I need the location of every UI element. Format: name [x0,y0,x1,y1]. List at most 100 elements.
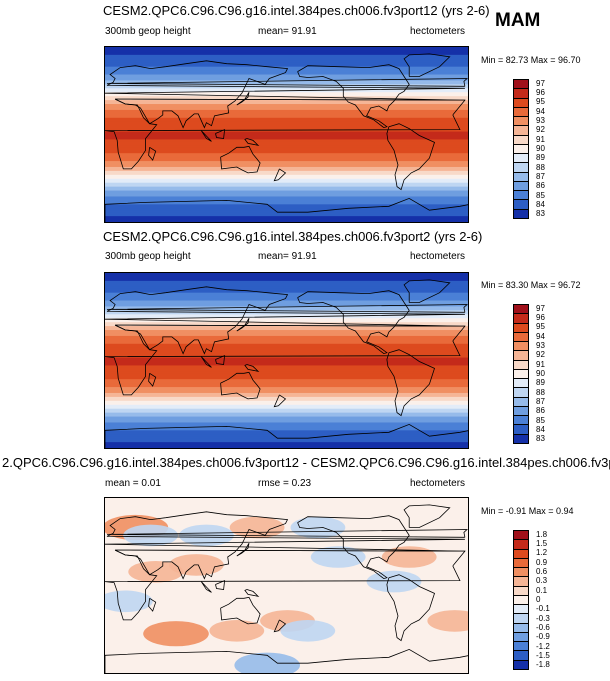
panel1-colorbar-swatch-9 [514,163,528,173]
panel2-band-60 [105,391,468,394]
panel2-band-33 [105,337,468,341]
panel1-band-22 [105,90,468,93]
panel2-band-21 [105,314,468,317]
panel1-colorbar-tick-12: 85 [536,190,545,200]
panel3-anomaly-10 [143,621,209,647]
panel1-band-52 [105,149,468,152]
panel3-coastline-9 [200,581,212,593]
panel2-band-62 [105,394,468,398]
panel1-colorbar-swatch-12 [514,191,528,201]
panel1-coastline-1 [105,98,466,170]
panel3-colorbar-tick-2: 1.2 [536,548,548,558]
panel2-coastline-12 [148,372,157,387]
panel1-colorbar-tick-11: 86 [536,181,545,191]
panel1-coastline-11 [106,78,468,87]
panel1-band-42 [105,129,468,133]
panel2-band-22 [105,316,468,319]
panel1-colorbar-swatch-14 [514,209,528,218]
panel3-coastline-7 [244,589,260,597]
panel3-coastline-2 [297,515,410,580]
panel2-band-19 [105,310,468,313]
panel1-colorbar-tick-0: 97 [536,78,545,88]
panel3-colorbar-tick-9: -0.3 [536,613,550,623]
panel2-colorbar-swatch-13 [514,425,528,435]
panel3-anomaly-13 [427,610,468,632]
panel3-anomaly-3 [229,516,285,539]
panel2-band-5 [105,282,468,286]
panel3-coastline-1 [105,549,466,621]
panel2-band-40 [105,351,468,355]
panel1-band-1 [105,48,468,52]
panel1-band-34 [105,113,468,117]
panel2-band-63 [105,396,468,400]
panel2-band-87 [105,444,468,447]
panel2-band-74 [105,418,468,422]
panel1-colorbar-swatch-8 [514,154,528,164]
panel3-colorbar-swatch-2 [514,549,528,559]
panel3-map [104,497,469,674]
panel1-band-82 [105,208,468,211]
panel2-colorbar-tick-2: 95 [536,322,545,332]
panel1-colorbar-swatch-11 [514,181,528,192]
panel2-band-8 [105,288,468,292]
panel1-band-51 [105,147,468,150]
panel3-colorbar-swatch-5 [514,577,528,587]
panel1-band-3 [105,52,468,56]
panel3-rmse-label: rmse = 0.23 [258,478,312,489]
panel1-band-58 [105,161,468,164]
panel1-band-44 [105,133,468,137]
panel3-colorbar-tick-13: -1.5 [536,651,550,660]
panel2-colorbar-tick-13: 84 [536,425,545,434]
panel2-colorbar-swatch-7 [514,369,528,380]
panel1-band-9 [105,64,468,68]
panel2-colorbar-tick-12: 85 [536,415,545,425]
panel1-band-8 [105,62,468,66]
panel1-band-36 [105,117,468,121]
panel2-band-20 [105,312,468,315]
panel2-band-70 [105,410,468,414]
panel2-coastline-0 [105,286,465,355]
panel1-band-48 [105,141,468,144]
panel2-band-41 [105,353,468,357]
panel1-band-61 [105,166,468,170]
panel3-minmax: Min = -0.91 Max = 0.94 [481,506,574,516]
panel3-colorbar-swatch-13 [514,651,528,661]
panel1-band-55 [105,155,468,158]
panel1-band-68 [105,180,468,184]
panel1-band-70 [105,184,468,188]
panel1-coastline-10 [215,128,226,139]
panel2-band-43 [105,357,468,361]
panel2-coastline-5 [403,279,451,303]
panel3-anomaly-4 [381,546,437,568]
panel2-band-59 [105,389,468,392]
panel1-band-41 [105,127,468,131]
panel2-band-34 [105,339,468,343]
panel1-mean-label: mean= 91.91 [258,26,317,37]
panel1-band-49 [105,143,468,146]
panel2-band-55 [105,381,468,384]
panel2-band-65 [105,400,468,404]
map0-svg [105,47,469,223]
panel1-band-69 [105,182,468,186]
panel2-coastline-10 [215,354,226,365]
panel1-band-72 [105,188,468,192]
panel1-band-32 [105,109,468,113]
panel1-band-89 [105,222,469,223]
panel2-colorbar-swatch-12 [514,416,528,426]
panel2-band-80 [105,430,468,433]
panel2-band-28 [105,328,468,331]
panel3-colorbar-swatch-12 [514,642,528,652]
panel1-band-31 [105,107,468,111]
panel2-band-51 [105,373,468,376]
panel3-colorbar-tick-10: -0.6 [536,623,550,632]
panel3-colorbar-tick-1: 1.5 [536,539,548,548]
panel1-band-19 [105,84,468,87]
panel2-band-79 [105,428,468,431]
panel1-band-7 [105,60,468,64]
panel3-colorbar-tick-14: -1.8 [536,660,550,670]
panel1-band-24 [105,94,468,97]
panel2-band-54 [105,379,468,382]
panel3-colorbar-swatch-1 [514,540,528,550]
panel3-anomaly-16 [234,652,300,673]
panel2-colorbar-swatch-14 [514,434,528,443]
